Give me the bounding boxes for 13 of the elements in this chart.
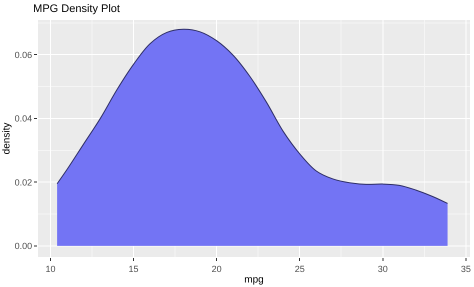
x-tick-label: 30 [378,264,388,274]
y-tick-label: 0.04 [14,114,32,124]
x-tick-label: 15 [128,264,139,274]
x-tick-label: 35 [460,264,471,274]
x-tick-label: 25 [294,264,305,274]
y-tick-label: 0.02 [14,177,32,188]
y-tick-label: 0.00 [14,241,32,251]
x-tick-label: 10 [45,264,56,274]
x-axis-title: mpg [244,274,264,286]
x-tick-label: 20 [212,264,222,274]
chart-title: MPG Density Plot [33,3,120,16]
y-tick-label: 0.06 [14,50,32,60]
y-axis-title: density [2,122,13,154]
